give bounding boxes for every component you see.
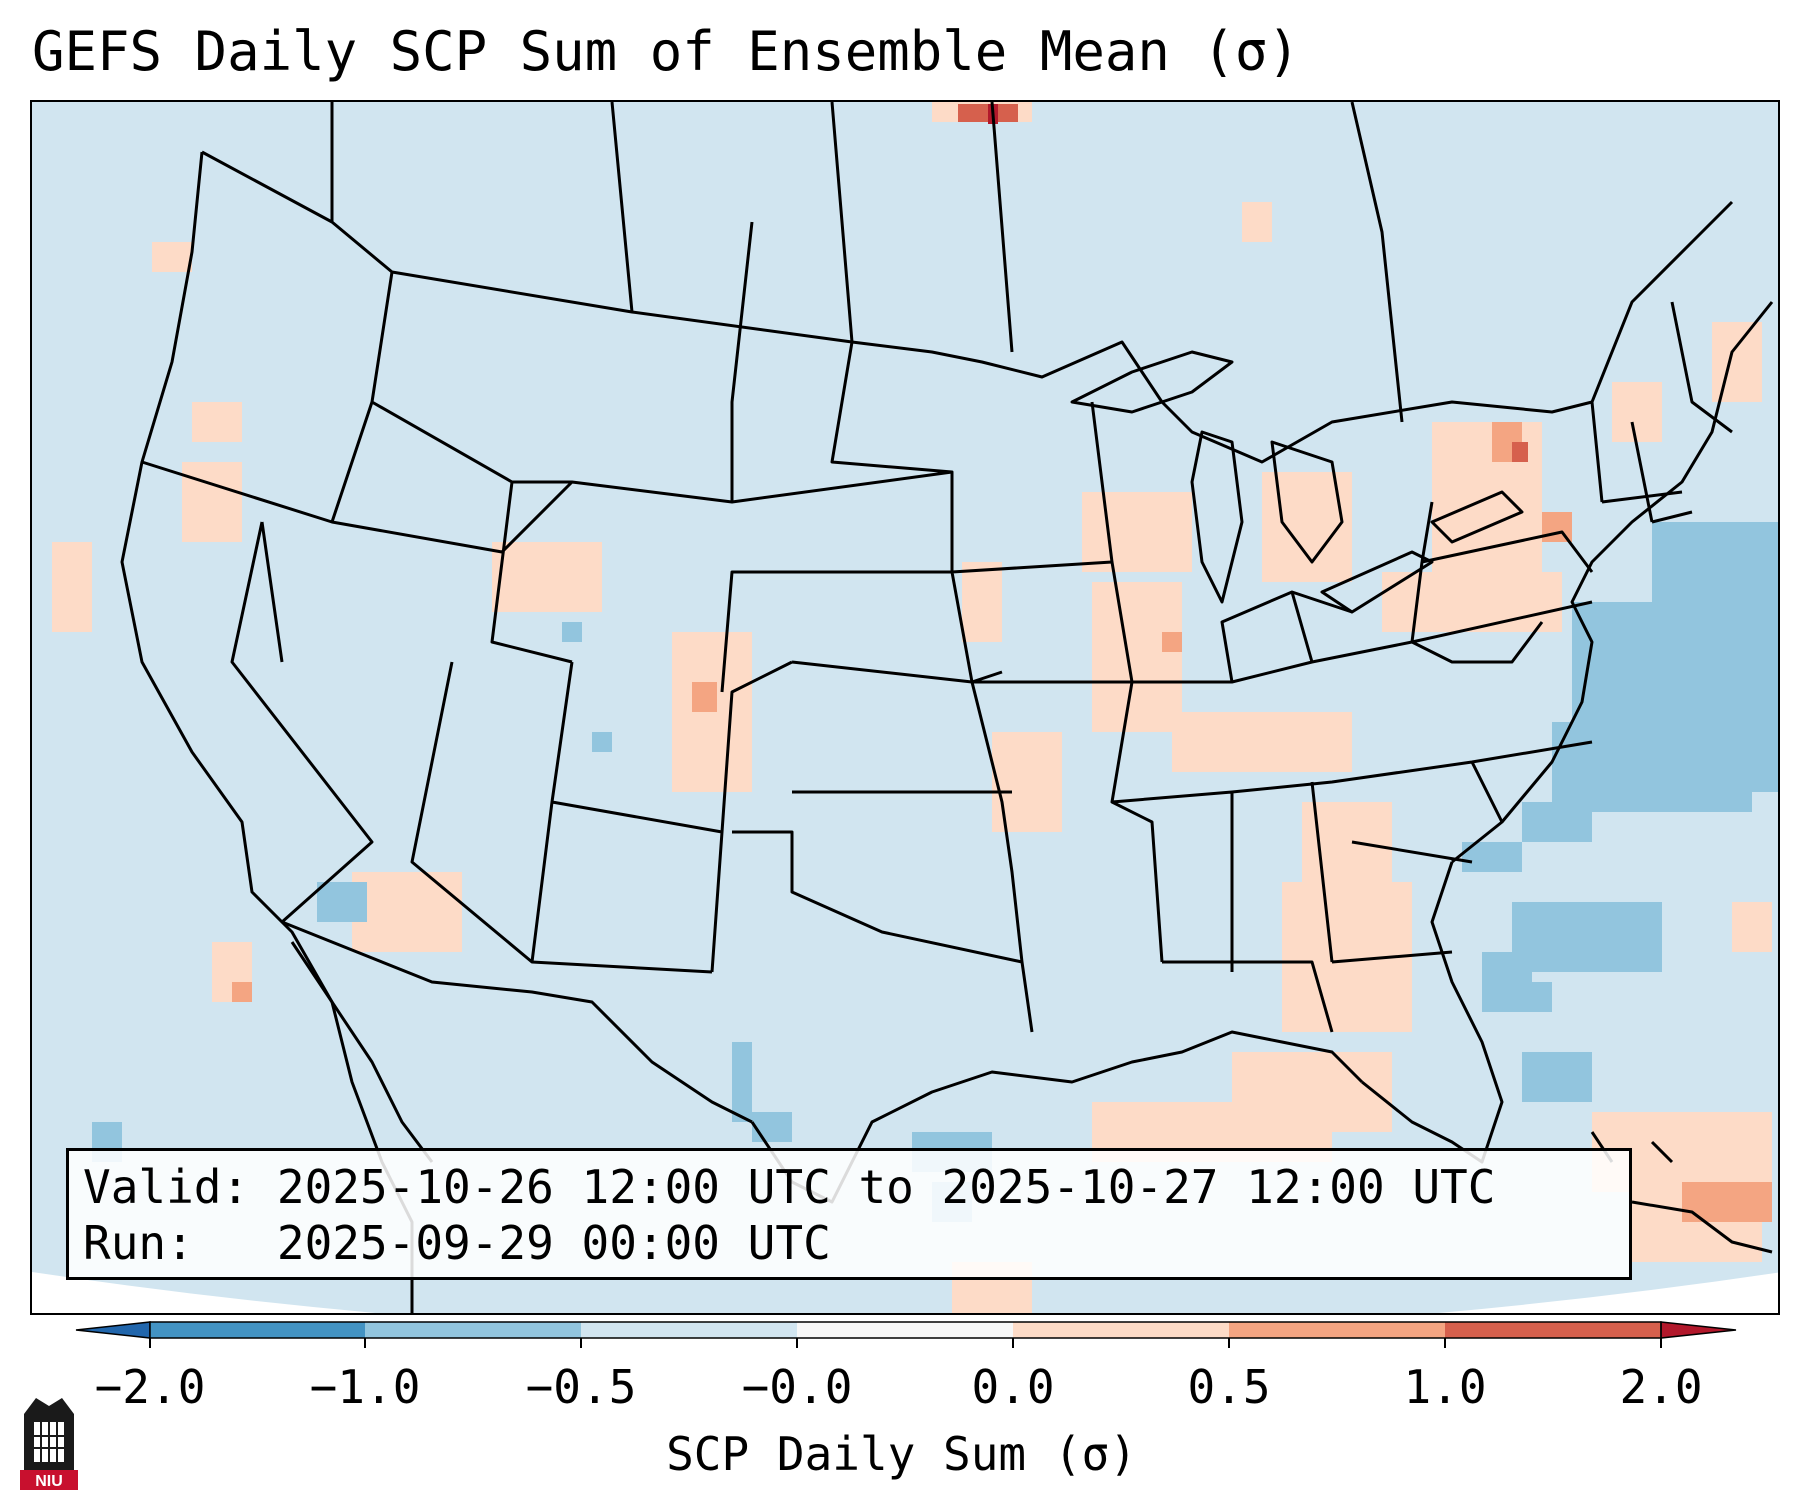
valid-line: Valid: 2025-10-26 12:00 UTC to 2025-10-2… [83, 1159, 1629, 1215]
state-lines-east [1090, 401, 1594, 1033]
state-lines-central [720, 341, 1164, 1033]
run-line: Run: 2025-09-29 00:00 UTC [83, 1215, 1629, 1271]
niu-logo: NIU [20, 1398, 78, 1490]
run-value: 2025-09-29 00:00 UTC [276, 1216, 831, 1270]
state-lines-northeast [1590, 301, 1733, 524]
colorbar-outline [149, 1321, 1662, 1339]
boundaries [120, 102, 1774, 1313]
colorbar-segment [150, 1322, 365, 1338]
positive-anomaly-light [52, 102, 1778, 1313]
state-lines-west [141, 221, 1003, 974]
coast-pacific [120, 151, 414, 1313]
colorbar-tick-label: −0.0 [741, 1360, 853, 1414]
colorbar-segment [1445, 1322, 1661, 1338]
colorbar-label: SCP Daily Sum (σ) [666, 1427, 1137, 1481]
colorbar-tick-label: −1.0 [309, 1360, 421, 1414]
lake-erie [1320, 550, 1434, 614]
svg-text:NIU: NIU [35, 1473, 63, 1490]
colorbar-tick-label: −0.5 [525, 1360, 637, 1414]
chart-title: GEFS Daily SCP Sum of Ensemble Mean (σ) [32, 20, 1300, 83]
run-label: Run: [83, 1216, 194, 1270]
colorbar-tick-label: 1.0 [1403, 1360, 1487, 1414]
canada-provinces [330, 102, 1404, 423]
validity-info-box: Valid: 2025-10-26 12:00 UTC to 2025-10-2… [66, 1148, 1632, 1280]
valid-label: Valid: [83, 1160, 250, 1214]
map-svg [32, 102, 1778, 1313]
lake-huron [1270, 440, 1344, 564]
mexico-border [281, 920, 753, 1124]
island-cuba [1631, 1200, 1773, 1254]
coast-baja [290, 941, 434, 1163]
projection-edge-bottom [32, 1272, 1778, 1313]
colorbar-extend-min [75, 1321, 151, 1339]
valid-value: 2025-10-26 12:00 UTC to 2025-10-27 12:00… [276, 1160, 1496, 1214]
colorbar-segment [581, 1322, 797, 1338]
lake-superior [1070, 350, 1234, 414]
colorbar-segment [365, 1322, 581, 1338]
positive-anomaly-strong [958, 104, 1528, 462]
map-panel [30, 100, 1780, 1315]
colorbar-extend-max [1660, 1321, 1737, 1339]
colorbar-tick-label: 0.0 [971, 1360, 1055, 1414]
colorbar-tick-label: 2.0 [1619, 1360, 1703, 1414]
lake-ontario [1430, 490, 1524, 544]
colorbar-segment [1013, 1322, 1229, 1338]
coast-florida [1361, 861, 1504, 1164]
colorbar-segment [797, 1322, 1013, 1338]
border-canada-us [201, 150, 1734, 464]
colorbar-tick-label: −2.0 [94, 1360, 206, 1414]
colorbar-tick-label: 0.5 [1187, 1360, 1271, 1414]
lake-michigan [1190, 430, 1244, 604]
colorbar-segment [1229, 1322, 1445, 1338]
